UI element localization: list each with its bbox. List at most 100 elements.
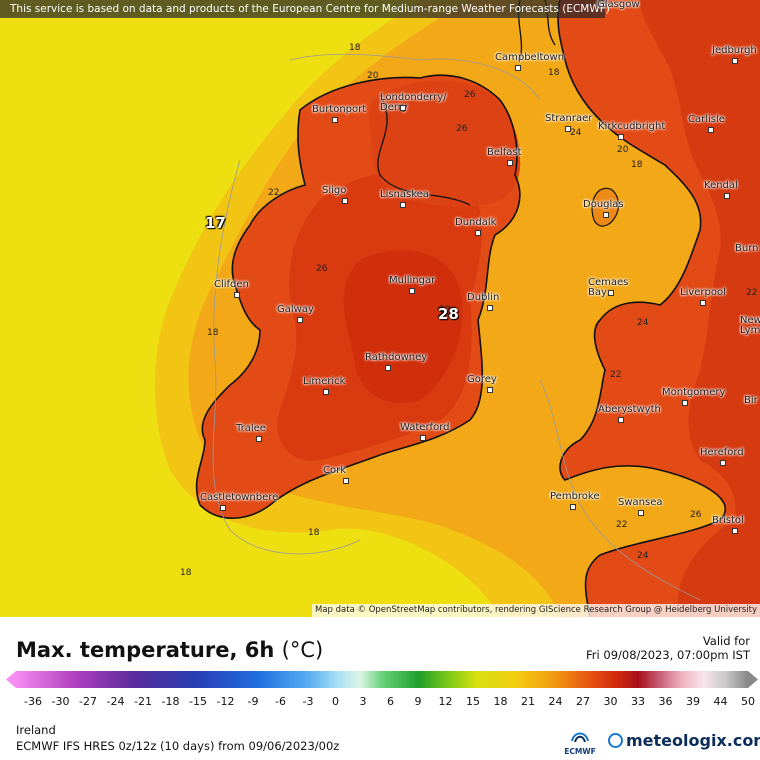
isotherm-value: 18 [207,328,219,338]
england-core [640,0,760,617]
min-value-label: 17 [205,214,226,232]
map-title: Max. temperature, 6h (°C) [16,638,323,662]
ecmwf-logo-text: ECMWF [564,747,596,756]
city-label: Bir [744,395,758,406]
scale-tick-label: -18 [161,695,180,708]
city-marker [400,202,406,208]
scale-tick-label: 0 [332,695,339,708]
city-marker [618,134,624,140]
scale-tick-label: 18 [493,695,508,708]
scale-left-arrow [6,671,16,688]
city-label: Newca Lym [740,315,760,336]
city-marker [603,212,609,218]
city-label: Belfast [487,147,522,158]
isotherm-value: 26 [316,264,328,274]
city-marker [220,505,226,511]
isotherm-value: 24 [637,551,649,561]
isotherm-value: 18 [548,68,560,78]
city-marker [400,105,406,111]
city-marker [234,292,240,298]
city-marker [420,435,426,441]
city-label: Waterford [400,422,450,433]
isotherm-22-wales [539,379,701,601]
valid-label: Valid for [702,634,750,648]
scale-tick-label: 24 [548,695,563,708]
city-marker [515,65,521,71]
scale-tick-label: 39 [686,695,700,708]
scale-tick-label: -15 [189,695,207,708]
model-run-label: ECMWF IFS HRES 0z/12z (10 days) from 09/… [16,739,340,753]
temperature-map[interactable]: This service is based on data and produc… [0,0,760,617]
isotherm-value: 18 [308,528,320,538]
meteologix-logo[interactable]: meteologix.com [608,731,760,750]
city-label: Dublin [467,292,500,303]
city-label: Clifden [214,279,249,290]
isotherm-value: 22 [616,520,628,530]
city-label: Jedburgh [712,45,757,56]
isotherm-value: 18 [631,160,643,170]
scale-tick-label: 50 [741,695,755,708]
city-label: Londonderry/ Derry [380,92,447,113]
city-marker [708,127,714,133]
ecmwf-logo[interactable]: ECMWF [560,727,600,757]
city-label: Burtonport [312,104,367,115]
isotherm-20 [212,159,361,555]
city-marker [487,305,493,311]
isotherm-value: 22 [268,188,280,198]
city-label: Gorey [467,374,497,385]
city-label: Aberystwyth [598,404,661,415]
city-marker [682,400,688,406]
city-marker [700,300,706,306]
scale-bar [16,671,748,688]
scale-tick-label: -3 [302,695,314,708]
city-marker [618,417,624,423]
isle-of-man-coast [591,187,619,227]
city-marker [297,317,303,323]
isotherm-value: 26 [456,124,468,134]
legend-panel: Max. temperature, 6h (°C) Valid for Fri … [0,617,760,760]
title-text: Max. temperature, 6h [16,638,275,662]
isotherm-value: 18 [349,43,361,53]
brand-name: meteologix.com [626,731,760,750]
city-marker [507,160,513,166]
map-attribution: Map data © OpenStreetMap contributors, r… [312,604,760,617]
region-label: Ireland [16,723,56,737]
city-label: Dundalk [455,217,497,228]
isotherm-18-north [289,53,541,101]
scale-tick-label: 15 [466,695,480,708]
scale-tick-label: -6 [275,695,286,708]
city-marker [570,504,576,510]
isotherm-value: 22 [610,370,622,380]
city-label: Pembroke [550,491,600,502]
isotherm-value: 26 [464,90,476,100]
scale-tick-label: -21 [134,695,152,708]
isotherm-value: 20 [617,145,629,155]
city-label: Glasgow [597,0,640,10]
scale-tick-label: 36 [658,695,673,708]
city-marker [732,58,738,64]
max-value-label: 28 [438,305,459,323]
scale-tick-label: 21 [521,695,535,708]
city-marker [385,365,391,371]
isotherm-value: 20 [367,71,379,81]
scale-tick-label: -9 [247,695,259,708]
title-unit: (°C) [281,638,324,662]
scale-tick-label: 12 [438,695,453,708]
city-label: Hereford [700,447,744,458]
city-label: Galway [277,304,314,315]
scale-tick-label: 3 [359,695,367,708]
isotherm-value: 26 [690,510,702,520]
city-label: Carlisle [688,114,725,125]
city-marker [332,117,338,123]
city-label: Douglas [583,199,624,210]
city-marker [724,193,730,199]
city-label: Mullingar [389,275,436,286]
city-marker [323,389,329,395]
color-scale [6,671,758,688]
city-label: Swansea [618,497,663,508]
scale-tick-label: 27 [576,695,590,708]
city-label: Stranraer [545,113,593,124]
city-marker [608,290,614,296]
isle-of-man [592,188,619,227]
scale-tick-label: 44 [713,695,728,708]
